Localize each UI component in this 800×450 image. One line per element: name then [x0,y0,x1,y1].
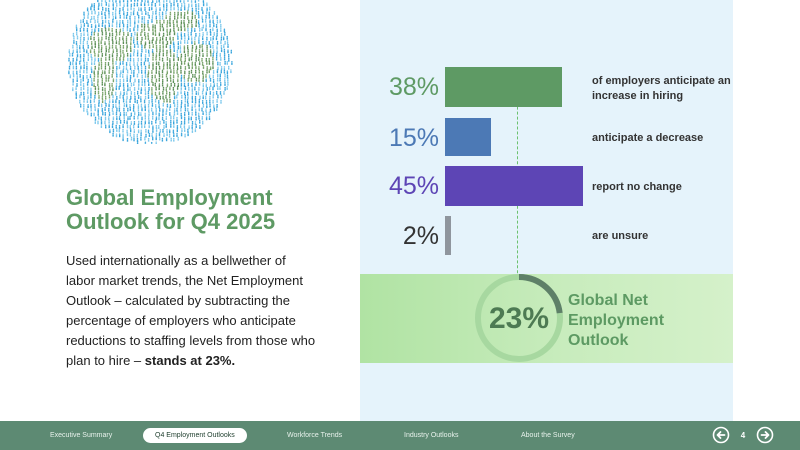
stat-row-unsure: 2% are unsure [360,216,733,256]
footer-nav: Executive Summary Q4 Employment Outlooks… [0,421,800,450]
body-highlight: stands at 23%. [144,353,236,368]
body-text: Used internationally as a bellwether of … [66,253,316,368]
stat-description: anticipate a decrease [592,132,704,144]
outlook-panel: 38% of employers anticipate an increase … [360,0,733,421]
stat-bar [445,216,451,255]
stat-description: of employers anticipate an increase in h… [592,75,731,102]
stat-bar [445,118,491,156]
nav-executive-summary[interactable]: Executive Summary [50,432,113,439]
stat-description: report no change [592,181,682,193]
stat-percent: 38% [388,73,439,101]
stat-row-increase: 38% of employers anticipate an increase … [360,67,733,107]
nav-industry-outlooks[interactable]: Industry Outlooks [404,432,459,439]
stat-description: are unsure [592,230,649,242]
stat-percent: 2% [402,222,439,250]
stat-bar [445,67,562,107]
arrow-right-icon[interactable] [756,426,774,444]
nav-q4-employment-outlooks[interactable]: Q4 Employment Outlooks [143,428,247,443]
nav-about-the-survey[interactable]: About the Survey [521,432,575,439]
nav-workforce-trends[interactable]: Workforce Trends [287,432,343,439]
arrow-left-icon[interactable] [712,426,730,444]
stat-percent: 45% [388,172,439,200]
net-outlook-progress-arc [475,274,563,362]
page-title: Global Employment Outlook for Q4 2025 [66,185,276,234]
body-paragraph: Used internationally as a bellwether of … [66,251,316,371]
net-outlook-value: 23% [488,302,550,335]
stat-row-decrease: 15% anticipate a decrease [360,118,733,158]
net-outlook-ring [475,274,563,362]
stat-row-no-change: 45% report no change [360,166,733,206]
net-outlook-label: Global Net Employment Outlook [568,292,665,349]
stat-bar [445,166,583,206]
stat-percent: 15% [388,124,439,152]
globe-people-illustration [68,0,233,144]
page-number: 4 [740,431,746,440]
